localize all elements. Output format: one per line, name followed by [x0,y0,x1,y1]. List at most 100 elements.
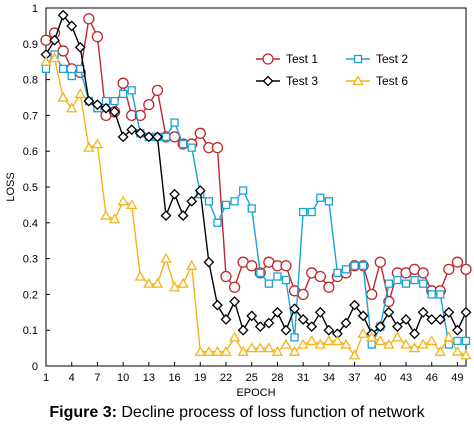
y-tick-label: 0 [32,361,38,373]
data-point [314,270,326,283]
data-point [160,252,172,263]
x-tick-label: 13 [143,372,155,384]
data-point [152,131,163,143]
x-tick-label: 31 [297,372,309,384]
y-tick-label: 0.7 [23,110,38,122]
axes: 0 0.1 0.2 0.3 0.4 0.5 0.6 0.7 0.8 0.9 1 1 4 7 10 13 16 19… [5,3,467,399]
data-point [340,317,352,329]
data-point [83,95,95,107]
data-point [126,199,138,210]
data-point [228,281,241,293]
data-point [186,259,198,270]
y-tick-label: 0.3 [23,254,38,266]
legend-marker [262,75,274,87]
y-tick-label: 0.4 [23,218,38,230]
series-test-2 [41,50,471,349]
series-test-6 [40,52,472,360]
data-point [374,335,386,346]
data-point [426,314,438,325]
data-point [254,342,266,353]
y-tick-label: 0.1 [23,325,38,337]
data-point [349,299,360,311]
data-point [92,99,103,111]
data-point [434,314,446,325]
data-point [374,256,386,268]
data-point [271,345,284,356]
data-point [187,143,196,152]
data-point [331,335,344,346]
data-point [168,281,181,292]
data-point [91,30,104,43]
data-point [306,335,318,346]
data-point [221,200,231,210]
legend-label: Test 6 [376,74,408,88]
data-point [204,197,214,206]
data-point [41,64,51,74]
data-point [340,338,352,349]
data-point [273,272,282,281]
data-point [256,268,265,278]
data-point [289,303,300,315]
data-point [100,209,112,220]
data-point [366,331,378,342]
data-point [434,345,446,356]
data-point [177,210,189,222]
data-point [228,331,241,342]
data-point [220,314,232,325]
x-tick-label: 43 [400,372,412,384]
data-point [117,77,129,89]
data-point [127,86,136,95]
data-point [168,131,181,143]
chart: 0 0.1 0.2 0.3 0.4 0.5 0.6 0.7 0.8 0.9 1 1 4 7 10 13 16 19… [5,3,472,399]
x-tick-label: 16 [168,372,180,384]
data-point [246,310,258,322]
data-point [109,106,120,118]
legend-marker [262,53,274,65]
data-point [67,71,76,81]
x-axis-title: EPOCH [236,387,275,399]
data-point [143,277,155,288]
data-point [443,331,455,342]
data-point [151,277,164,288]
data-point [391,331,404,342]
legend-label: Test 3 [286,74,318,88]
data-point [134,127,146,139]
data-point [281,275,291,285]
data-point [238,186,248,195]
data-point [297,338,309,349]
x-tick-label: 49 [451,372,463,384]
data-point [40,55,52,66]
legend-label: Test 1 [286,52,318,66]
data-point [49,34,60,46]
x-tick-label: 40 [374,372,386,384]
data-point [74,88,86,99]
data-point [366,288,378,301]
data-point [451,345,464,356]
x-tick-label: 25 [246,372,258,384]
data-point [194,127,206,139]
data-point [297,314,309,325]
data-point [410,275,419,285]
data-point [417,267,429,279]
data-point [460,349,472,360]
data-point [160,210,172,222]
data-point [409,328,420,340]
data-point [143,131,155,143]
data-point [48,52,61,63]
data-point [323,324,335,336]
y-axis-title: LOSS [5,172,17,201]
data-point [443,263,455,275]
y-tick-label: 0.2 [23,289,38,301]
data-point [229,296,240,307]
data-point [108,213,121,224]
data-point [254,321,266,333]
legend-entry: Test 3 [256,74,318,88]
data-point [237,324,249,336]
data-point [417,338,429,349]
x-tick-label: 46 [426,372,438,384]
data-point [280,260,292,272]
data-point [203,345,215,356]
data-point [126,124,138,136]
data-point [374,321,386,333]
data-point [383,306,395,318]
